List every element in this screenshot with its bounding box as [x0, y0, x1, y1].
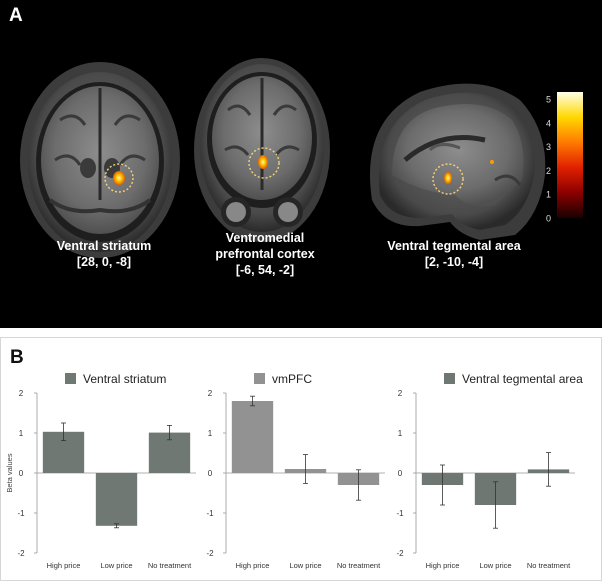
colorbar-tick-label: 5 [546, 95, 551, 105]
caption-region-name: Ventromedial [225, 231, 305, 245]
caption-ventral-striatum: Ventral striatum [28, 0, -8] [20, 238, 188, 270]
category-label: Low price [479, 561, 511, 570]
caption-coordinates: [2, -10, -4] [424, 255, 484, 269]
y-tick-label: -2 [206, 549, 214, 558]
caption-coordinates: [28, 0, -8] [76, 255, 132, 269]
colorbar: 5 4 3 2 1 0 [546, 92, 583, 224]
brain-images [20, 58, 546, 258]
chart-title: vmPFC [272, 372, 312, 386]
panel-b-label: B [10, 347, 24, 368]
bar-chart-3: 2 1 0 -1 -2 Ventral tegmental area High price L… [396, 372, 583, 570]
activation-blob [113, 171, 125, 185]
anterior-coronal-slice-image [194, 58, 330, 242]
panel-a-brain-images: A [0, 0, 602, 328]
activation-blob [444, 172, 452, 184]
colorbar-gradient [557, 92, 583, 218]
legend-swatch [254, 373, 265, 384]
y-tick-label: -1 [396, 509, 404, 518]
roi-circle [104, 163, 134, 193]
y-tick-label: 1 [208, 429, 213, 438]
y-tick-label: 2 [19, 389, 24, 398]
activation-blob [258, 155, 268, 169]
y-tick-label: -1 [17, 509, 25, 518]
caption-vmpfc: Ventromedial prefrontal cortex [-6, 54, … [190, 230, 340, 278]
colorbar-tick-label: 2 [546, 166, 551, 176]
bar-chart-1: 2 1 0 -1 -2 Beta values Ventral striatum High p… [5, 372, 196, 570]
bar [95, 473, 138, 526]
category-label: No treatment [337, 561, 381, 570]
legend-swatch [65, 373, 76, 384]
y-tick-label: 0 [208, 469, 213, 478]
panel-a-label: A [9, 5, 23, 26]
bar-chart-2: 2 1 0 -1 -2 vmPFC High price Low price No treatm… [206, 372, 385, 570]
caption-region-name: Ventral tegmental area [387, 239, 521, 253]
category-label: No treatment [148, 561, 192, 570]
colorbar-tick-label: 3 [546, 142, 551, 152]
category-label: High price [236, 561, 270, 570]
y-tick-label: 1 [19, 429, 24, 438]
category-label: Low price [100, 561, 132, 570]
colorbar-tick-label: 4 [546, 118, 551, 128]
category-label: Low price [289, 561, 321, 570]
y-tick-label: 1 [398, 429, 403, 438]
roi-circle [248, 147, 280, 179]
roi-circle [432, 163, 464, 195]
y-tick-label: 2 [398, 389, 403, 398]
y-tick-label: 0 [398, 469, 403, 478]
colorbar-tick-label: 0 [546, 214, 551, 224]
caption-coordinates: [-6, 54, -2] [235, 263, 295, 277]
y-tick-label: -2 [17, 549, 25, 558]
beta-value-charts: 2 1 0 -1 -2 Beta values Ventral striatum High p… [5, 372, 583, 570]
caption-region-name: Ventral striatum [56, 239, 152, 253]
y-tick-label: -1 [206, 509, 214, 518]
coronal-slice-image [20, 62, 180, 258]
y-tick-label: 0 [19, 469, 24, 478]
colorbar-tick-label: 1 [546, 190, 551, 200]
sagittal-slice-image [370, 83, 546, 241]
caption-vta: Ventral tegmental area [2, -10, -4] [365, 238, 543, 270]
y-tick-label: 2 [208, 389, 213, 398]
chart-title: Ventral striatum [83, 372, 166, 386]
category-label: High price [47, 561, 81, 570]
bar [231, 401, 274, 473]
category-label: No treatment [527, 561, 571, 570]
y-axis-label: Beta values [5, 453, 14, 492]
panel-b-bar-charts: 2 1 0 -1 -2 Beta values Ventral striatum High p… [0, 337, 602, 581]
y-tick-label: -2 [396, 549, 404, 558]
legend-swatch [444, 373, 455, 384]
caption-region-name-line2: prefrontal cortex [215, 247, 315, 261]
category-label: High price [426, 561, 460, 570]
chart-title: Ventral tegmental area [462, 372, 583, 386]
